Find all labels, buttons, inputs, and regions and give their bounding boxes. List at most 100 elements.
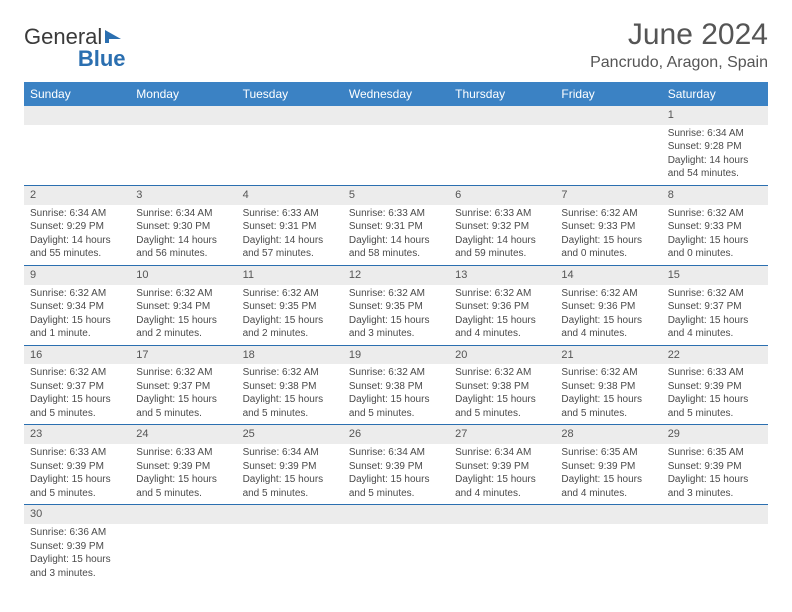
day-cell: 13Sunrise: 6:32 AMSunset: 9:36 PMDayligh… [449, 265, 555, 345]
day-line: Sunrise: 6:32 AM [561, 366, 655, 380]
day-cell: 27Sunrise: 6:34 AMSunset: 9:39 PMDayligh… [449, 425, 555, 505]
day-line: Sunrise: 6:36 AM [30, 526, 124, 540]
day-line: Daylight: 15 hours [30, 473, 124, 487]
day-cell [343, 106, 449, 185]
day-line: Daylight: 15 hours [349, 393, 443, 407]
day-line: Daylight: 15 hours [243, 314, 337, 328]
day-content: Sunrise: 6:32 AMSunset: 9:38 PMDaylight:… [343, 364, 449, 424]
day-content: Sunrise: 6:36 AMSunset: 9:39 PMDaylight:… [24, 524, 130, 584]
day-line: Daylight: 15 hours [668, 314, 762, 328]
day-cell [449, 505, 555, 584]
day-line: Sunrise: 6:33 AM [243, 207, 337, 221]
day-number: 16 [24, 346, 130, 365]
day-cell: 1Sunrise: 6:34 AMSunset: 9:28 PMDaylight… [662, 106, 768, 185]
day-number: 2 [24, 186, 130, 205]
day-content: Sunrise: 6:35 AMSunset: 9:39 PMDaylight:… [555, 444, 661, 504]
weekday-header: Wednesday [343, 82, 449, 106]
day-line: and 56 minutes. [136, 247, 230, 261]
day-line: Sunset: 9:35 PM [349, 300, 443, 314]
weekday-header-row: Sunday Monday Tuesday Wednesday Thursday… [24, 82, 768, 106]
day-number: 30 [24, 505, 130, 524]
day-line: Sunrise: 6:34 AM [349, 446, 443, 460]
day-number: 10 [130, 266, 236, 285]
day-line: and 54 minutes. [668, 167, 762, 181]
week-row: 9Sunrise: 6:32 AMSunset: 9:34 PMDaylight… [24, 265, 768, 345]
day-line: and 5 minutes. [30, 487, 124, 501]
day-line: Sunrise: 6:32 AM [561, 207, 655, 221]
day-line: and 0 minutes. [668, 247, 762, 261]
location-subtitle: Pancrudo, Aragon, Spain [590, 54, 768, 72]
day-line: Sunrise: 6:35 AM [561, 446, 655, 460]
day-number: 27 [449, 425, 555, 444]
day-line: and 5 minutes. [243, 487, 337, 501]
day-content: Sunrise: 6:33 AMSunset: 9:31 PMDaylight:… [343, 205, 449, 265]
day-line: Sunset: 9:38 PM [243, 380, 337, 394]
logo-text-2: Blue [78, 46, 126, 72]
day-content: Sunrise: 6:32 AMSunset: 9:33 PMDaylight:… [662, 205, 768, 265]
day-content: Sunrise: 6:34 AMSunset: 9:39 PMDaylight:… [449, 444, 555, 504]
day-line: Sunset: 9:39 PM [455, 460, 549, 474]
day-cell [343, 505, 449, 584]
day-content [343, 524, 449, 530]
day-line: Sunset: 9:37 PM [136, 380, 230, 394]
day-line: Sunset: 9:31 PM [243, 220, 337, 234]
day-line: Sunrise: 6:32 AM [349, 287, 443, 301]
day-content [343, 125, 449, 131]
day-line: Sunrise: 6:32 AM [455, 366, 549, 380]
day-number: 1 [662, 106, 768, 125]
day-number: 17 [130, 346, 236, 365]
day-content [24, 125, 130, 131]
day-number: 8 [662, 186, 768, 205]
day-line: Daylight: 15 hours [668, 393, 762, 407]
day-number: 29 [662, 425, 768, 444]
day-number [237, 505, 343, 524]
day-cell [24, 106, 130, 185]
day-number [24, 106, 130, 125]
day-line: Daylight: 15 hours [30, 314, 124, 328]
day-line: Daylight: 14 hours [243, 234, 337, 248]
day-line: and 3 minutes. [349, 327, 443, 341]
day-cell: 24Sunrise: 6:33 AMSunset: 9:39 PMDayligh… [130, 425, 236, 505]
day-line: Daylight: 15 hours [455, 314, 549, 328]
day-line: Daylight: 15 hours [30, 553, 124, 567]
day-line: and 5 minutes. [668, 407, 762, 421]
day-line: Sunrise: 6:33 AM [30, 446, 124, 460]
header: General June 2024 Pancrudo, Aragon, Spai… [24, 18, 768, 72]
day-line: Sunrise: 6:32 AM [668, 287, 762, 301]
day-line: Sunset: 9:39 PM [30, 460, 124, 474]
day-content: Sunrise: 6:32 AMSunset: 9:35 PMDaylight:… [343, 285, 449, 345]
day-content [237, 125, 343, 131]
day-line: Sunrise: 6:32 AM [30, 366, 124, 380]
day-cell: 17Sunrise: 6:32 AMSunset: 9:37 PMDayligh… [130, 345, 236, 425]
day-line: Sunset: 9:35 PM [243, 300, 337, 314]
day-line: Daylight: 15 hours [136, 314, 230, 328]
weekday-header: Saturday [662, 82, 768, 106]
day-line: and 57 minutes. [243, 247, 337, 261]
day-number: 22 [662, 346, 768, 365]
title-block: June 2024 Pancrudo, Aragon, Spain [590, 18, 768, 72]
day-number: 12 [343, 266, 449, 285]
day-line: Sunrise: 6:34 AM [30, 207, 124, 221]
day-cell: 6Sunrise: 6:33 AMSunset: 9:32 PMDaylight… [449, 185, 555, 265]
day-content: Sunrise: 6:32 AMSunset: 9:38 PMDaylight:… [237, 364, 343, 424]
day-cell [555, 505, 661, 584]
day-line: Sunset: 9:31 PM [349, 220, 443, 234]
day-number: 9 [24, 266, 130, 285]
day-cell: 30Sunrise: 6:36 AMSunset: 9:39 PMDayligh… [24, 505, 130, 584]
day-line: Sunset: 9:37 PM [30, 380, 124, 394]
day-content [130, 524, 236, 530]
day-number: 23 [24, 425, 130, 444]
day-line: Sunset: 9:34 PM [136, 300, 230, 314]
day-line: Sunset: 9:36 PM [455, 300, 549, 314]
day-cell: 9Sunrise: 6:32 AMSunset: 9:34 PMDaylight… [24, 265, 130, 345]
day-cell: 3Sunrise: 6:34 AMSunset: 9:30 PMDaylight… [130, 185, 236, 265]
day-line: and 4 minutes. [561, 327, 655, 341]
day-line: Sunrise: 6:32 AM [136, 366, 230, 380]
day-line: Daylight: 15 hours [349, 314, 443, 328]
day-cell: 28Sunrise: 6:35 AMSunset: 9:39 PMDayligh… [555, 425, 661, 505]
day-line: Daylight: 14 hours [455, 234, 549, 248]
day-line: Sunrise: 6:33 AM [349, 207, 443, 221]
day-line: Sunset: 9:29 PM [30, 220, 124, 234]
day-number [130, 505, 236, 524]
day-cell: 8Sunrise: 6:32 AMSunset: 9:33 PMDaylight… [662, 185, 768, 265]
